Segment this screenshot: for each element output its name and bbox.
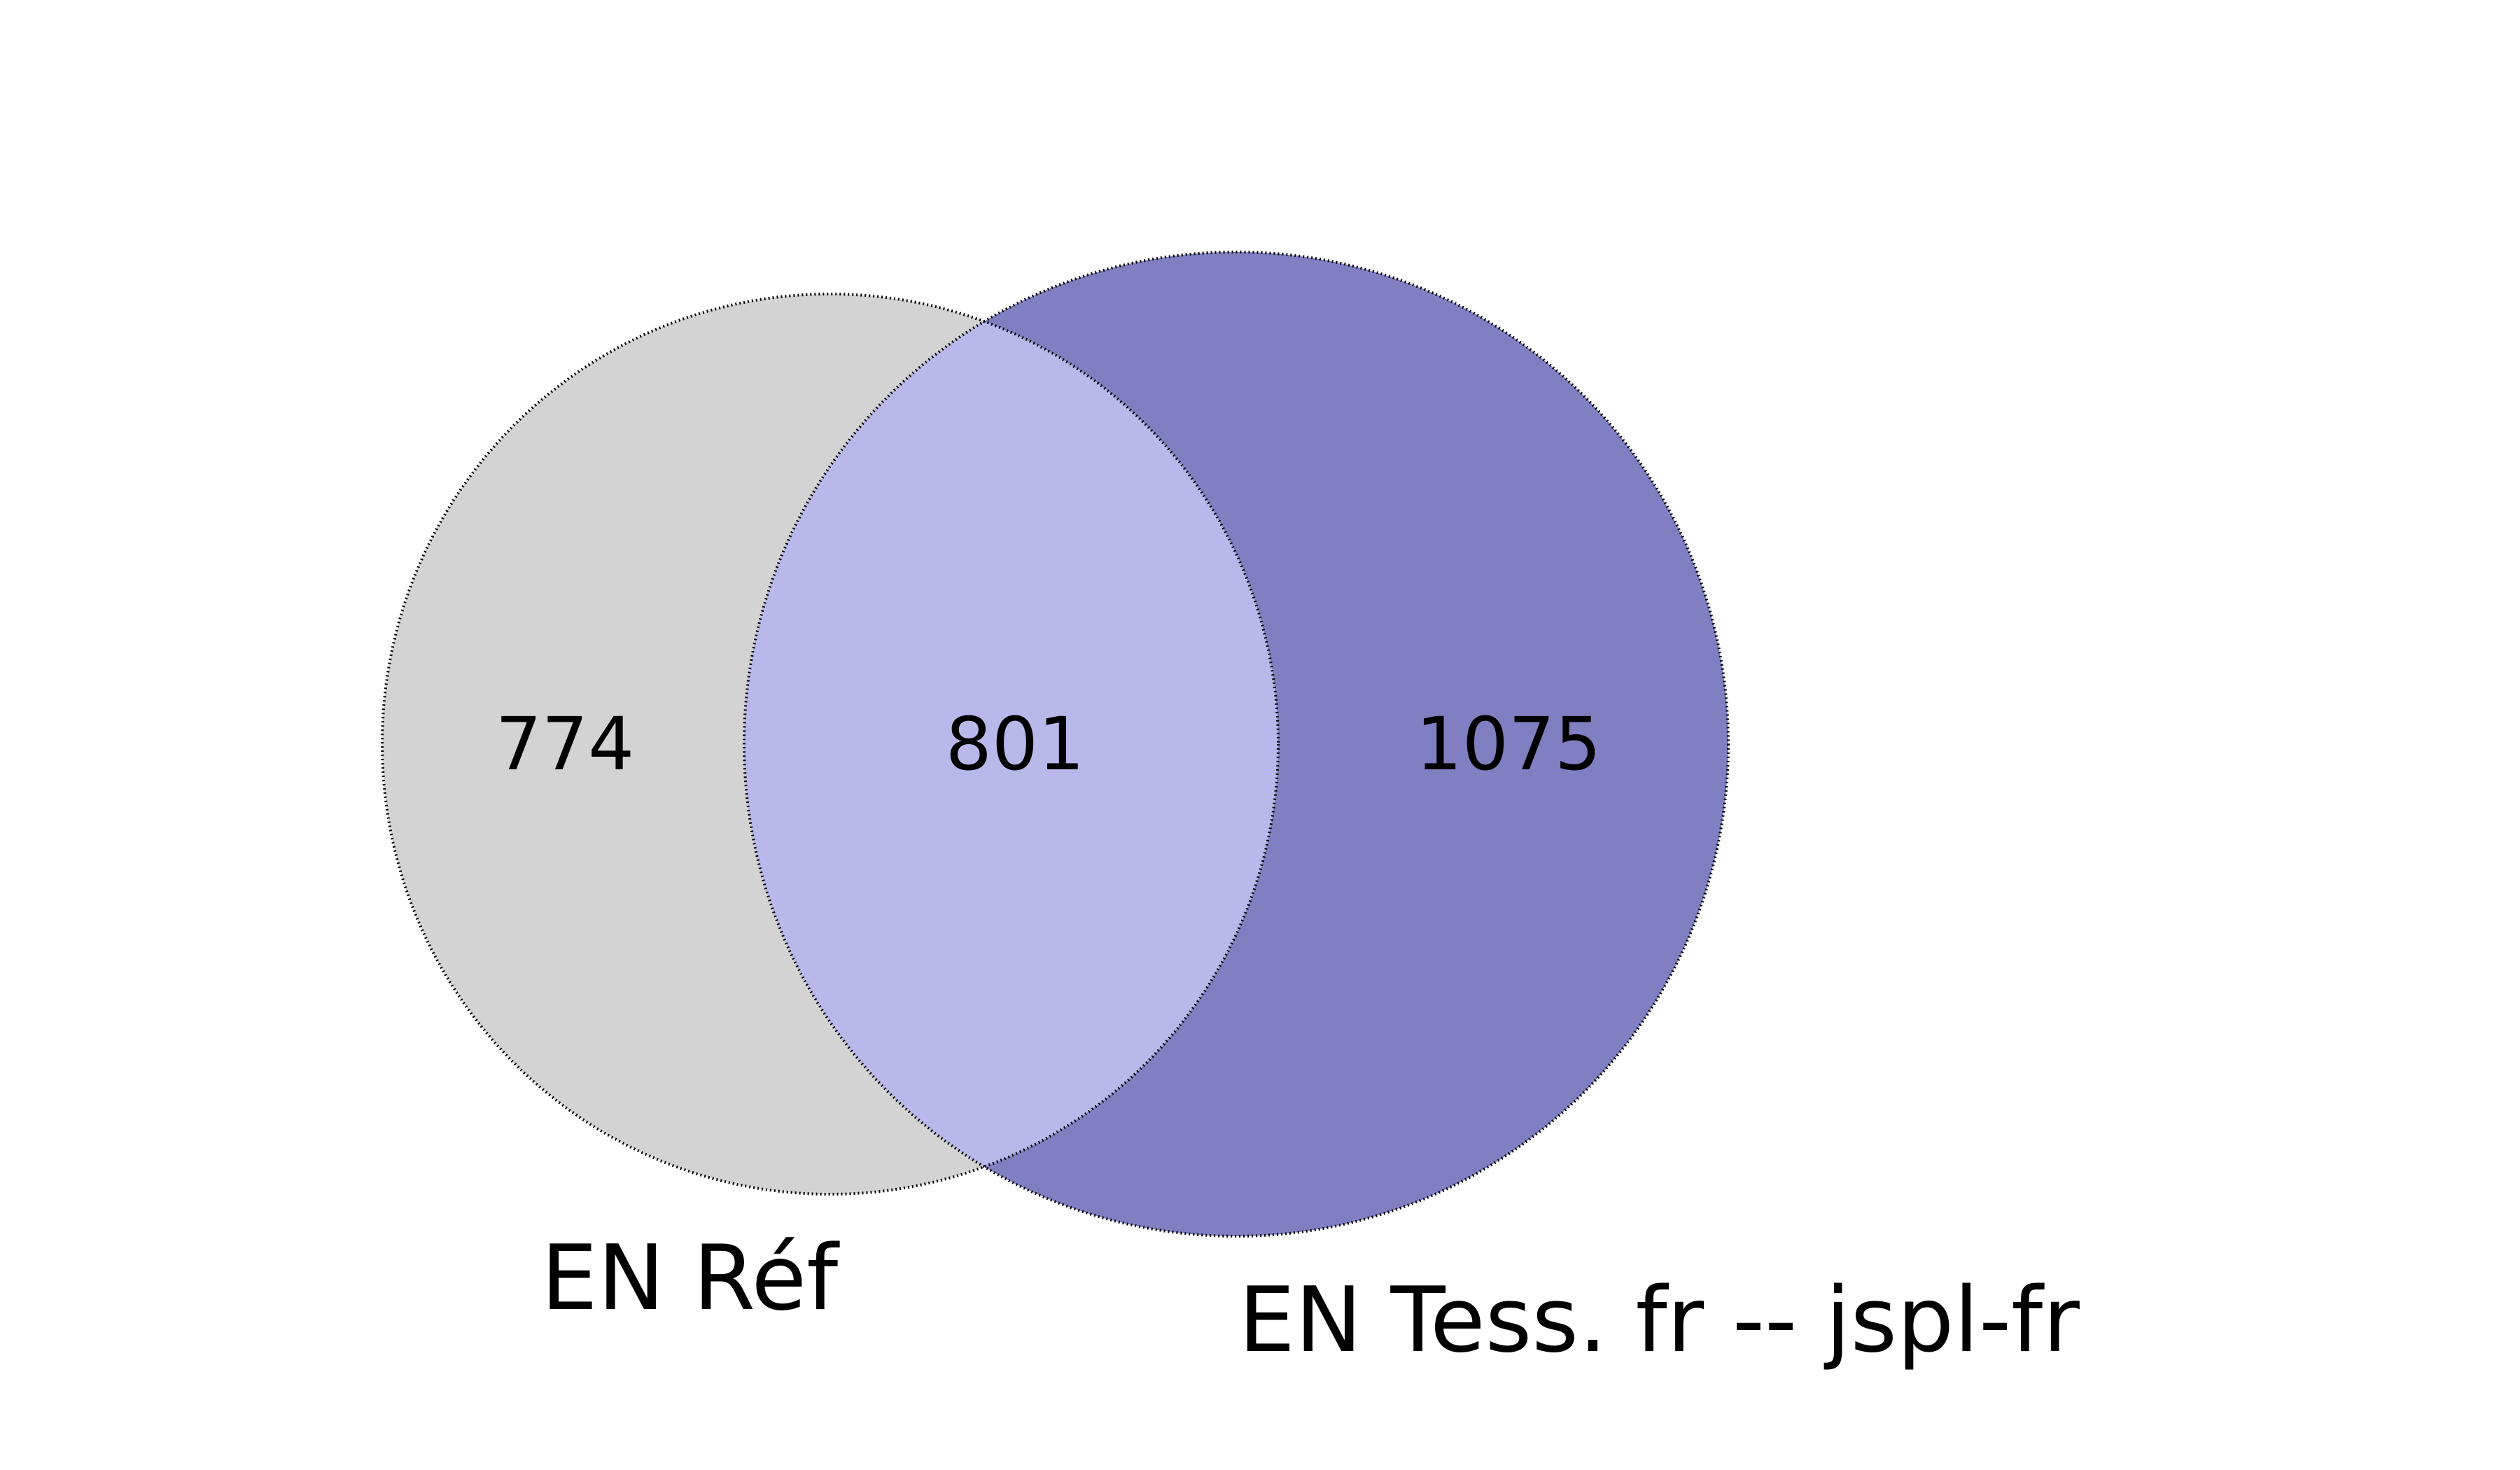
set-a-only-count: 774	[496, 701, 635, 787]
set-a-outline	[381, 293, 1280, 1196]
set-b-outline	[743, 251, 1730, 1238]
set-b-only-count: 1075	[1416, 701, 1602, 787]
set-a-label: EN Réf	[541, 1226, 840, 1331]
set-b-label: EN Tess. fr -- jspl-fr	[1238, 1268, 2080, 1373]
intersection-count: 801	[946, 701, 1085, 787]
intersection-region	[744, 294, 1278, 1194]
